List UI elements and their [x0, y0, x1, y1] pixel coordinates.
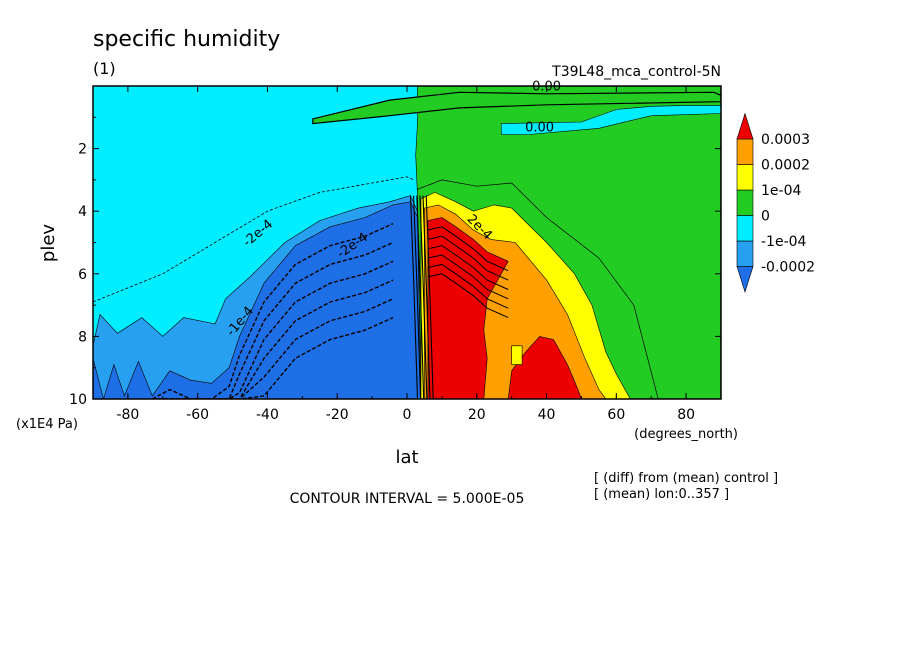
negative-contour-outer — [93, 176, 415, 303]
negative-contour-0 — [151, 223, 394, 399]
positive-contour-5 — [427, 273, 509, 319]
negative-contour-5 — [152, 316, 394, 399]
equatorial-contour-4 — [422, 195, 431, 399]
colorbar-label-2: 1e-04 — [761, 183, 801, 199]
colorbar-swatch-5 — [736, 138, 754, 165]
contour-region-8 — [427, 217, 509, 399]
note-diff: [ (diff) from (mean) control ] — [594, 471, 778, 486]
x-axis-title: lat — [395, 447, 418, 468]
y-tick-label-4: 10 — [69, 392, 87, 408]
equatorial-contour-2 — [416, 195, 425, 399]
x-tick-label-4: 0 — [403, 407, 412, 423]
y-tick-label-0: 2 — [78, 142, 87, 158]
colorbar-label-3: 0 — [761, 209, 770, 225]
colorbar-label-0: 0.0003 — [761, 132, 810, 148]
y-tick-label-1: 4 — [78, 204, 87, 220]
contour-lines — [93, 176, 659, 399]
contour-region-10 — [511, 345, 523, 365]
x-tick-label-1: -60 — [186, 407, 209, 423]
y-axis: 2 4 6 8 10 — [69, 116, 721, 408]
positive-contour-1 — [427, 235, 509, 281]
colorbar: 0.0003 0.0002 1e-04 0 -1e-04 -0.0002 — [736, 112, 815, 294]
positive-contour-0 — [427, 226, 509, 272]
contour-region-3 — [500, 105, 721, 135]
negative-contour-1 — [152, 241, 394, 399]
y-axis-units: (x1E4 Pa) — [16, 417, 78, 432]
chart-subtitle: (1) — [93, 59, 116, 78]
positive-contour-outer — [417, 179, 659, 399]
x-tick-label-8: 80 — [677, 407, 695, 423]
equatorial-contour-0 — [409, 195, 419, 399]
contour-region-2 — [312, 91, 721, 125]
colorbar-label-4: -1e-04 — [761, 234, 807, 250]
positive-contour-3 — [427, 254, 509, 300]
run-label: T39L48_mca_control-5N — [551, 64, 721, 80]
y-tick-label-3: 8 — [78, 329, 87, 345]
positive-contour-2 — [427, 245, 509, 290]
colorbar-label-1: 0.0002 — [761, 158, 810, 174]
x-tick-label-3: -20 — [326, 407, 349, 423]
equatorial-contour-3 — [419, 195, 428, 399]
note-mean: [ (mean) lon:0..357 ] — [594, 487, 729, 502]
filled-contours — [93, 86, 721, 399]
negative-contour-3 — [152, 279, 394, 399]
contour-interval: CONTOUR INTERVAL = 5.000E-05 — [290, 491, 525, 507]
x-tick-label-5: 20 — [468, 407, 486, 423]
colorbar-bottom-arrow — [736, 266, 754, 294]
contour-region-5 — [93, 201, 422, 399]
x-axis-units: (degrees_north) — [634, 427, 738, 442]
x-axis: -80 -60 -40 -20 0 20 40 60 80 — [92, 86, 722, 423]
positive-contour-4 — [427, 263, 509, 309]
colorbar-swatch-4 — [736, 164, 754, 191]
y-tick-label-2: 6 — [78, 267, 87, 283]
x-tick-label-7: 60 — [607, 407, 625, 423]
negative-contour-2 — [152, 260, 394, 399]
equatorial-contour-1 — [413, 195, 422, 399]
colorbar-swatch-2 — [736, 215, 754, 242]
x-tick-label-2: -40 — [256, 407, 279, 423]
colorbar-label-5: -0.0002 — [761, 260, 815, 276]
contour-label-1: 0.00 — [525, 120, 554, 135]
colorbar-top-arrow — [736, 112, 754, 140]
x-tick-label-6: 40 — [538, 407, 556, 423]
equatorial-contour-5 — [425, 195, 434, 399]
colorbar-swatch-1 — [736, 240, 754, 267]
colorbar-swatch-3 — [736, 189, 754, 216]
x-tick-label-0: -80 — [116, 407, 139, 423]
y-axis-title: plev — [38, 224, 59, 263]
chart-title: specific humidity — [93, 27, 280, 52]
